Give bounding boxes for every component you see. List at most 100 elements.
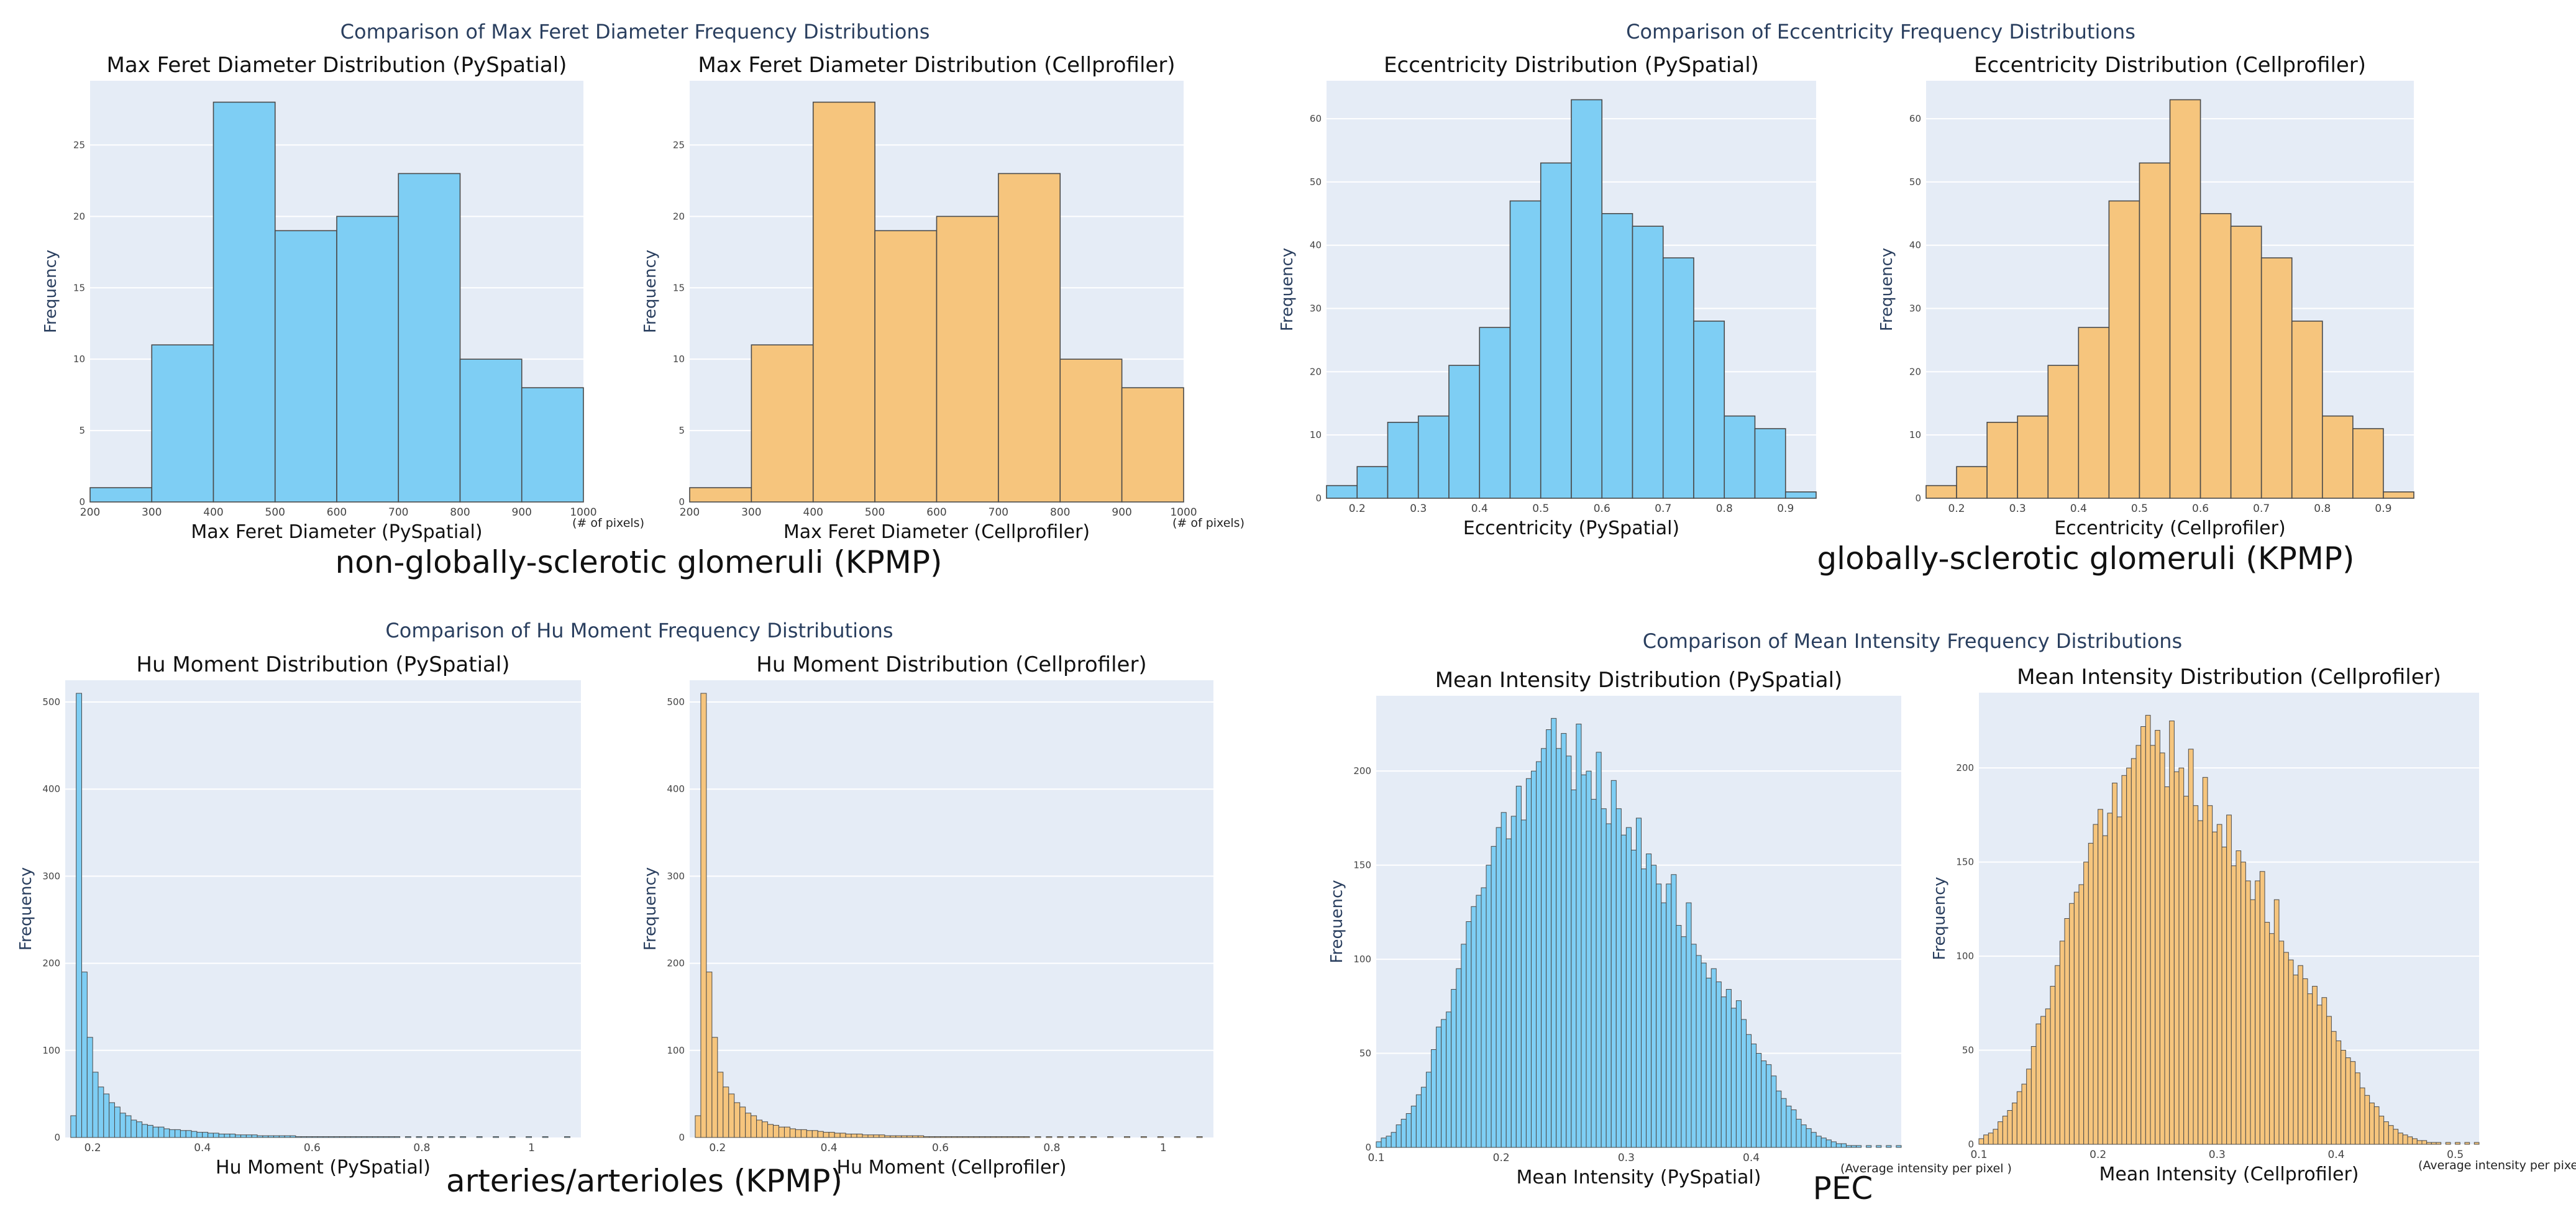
x-tick-label: 0.7: [2253, 503, 2270, 515]
histogram-bar: [2230, 226, 2262, 499]
histogram-bar: [817, 1131, 824, 1138]
histogram-bar: [1661, 902, 1667, 1148]
histogram-bar: [1431, 1049, 1437, 1148]
histogram-bar: [262, 1135, 269, 1138]
x-tick-label: 0.4: [194, 1142, 211, 1154]
histogram-bar: [2322, 415, 2354, 499]
histogram-bar: [1746, 1034, 1752, 1148]
histogram-bar: [2178, 767, 2185, 1145]
histogram-bar: [2045, 1008, 2051, 1145]
y-tick-label: 100: [1956, 950, 1974, 962]
histogram-bar: [2269, 933, 2275, 1145]
y-tick-label: 10: [1310, 429, 1322, 440]
histogram-bar: [2250, 899, 2256, 1145]
histogram-bar: [86, 1037, 93, 1138]
chart-title: Hu Moment Distribution (Cellprofiler): [756, 652, 1146, 677]
histogram-bar: [1820, 1137, 1827, 1148]
histogram-bar: [1601, 808, 1607, 1148]
y-tick-label: 100: [1353, 954, 1371, 965]
x-tick-label: 0.8: [1043, 1142, 1060, 1154]
histogram-bar: [1591, 799, 1597, 1148]
histogram-bar: [1500, 812, 1507, 1148]
histogram-bar: [800, 1129, 807, 1138]
histogram-bar: [109, 1102, 115, 1138]
histogram-bar: [1620, 834, 1627, 1148]
x-tick-label: 0.6: [2192, 503, 2209, 515]
histogram-bar: [823, 1132, 829, 1138]
histogram-bar: [2102, 835, 2108, 1145]
histogram-bar: [70, 1115, 77, 1138]
histogram-bar: [1646, 853, 1652, 1148]
histogram-bar: [130, 1119, 137, 1138]
x-tick-label: 1: [1160, 1142, 1167, 1154]
histogram-bar: [521, 387, 584, 503]
histogram-bar: [1796, 1119, 1802, 1148]
axis-unit-note: (Average intensity per pixel ): [1840, 1162, 2012, 1175]
histogram-bar: [175, 1129, 181, 1138]
y-axis-label: Frequency: [641, 867, 660, 950]
histogram-bar: [862, 1134, 869, 1138]
histogram-bar: [828, 1132, 835, 1138]
y-tick-label: 400: [42, 783, 60, 795]
y-tick-label: 30: [1310, 303, 1322, 314]
histogram-bar: [180, 1130, 186, 1138]
histogram-bar: [2183, 796, 2189, 1145]
y-tick-label: 0: [1968, 1139, 1974, 1150]
x-tick-label: 0.4: [2327, 1149, 2344, 1161]
histogram-bar: [1596, 752, 1602, 1148]
y-tick-label: 15: [673, 282, 685, 293]
x-tick-label: 0.3: [2209, 1149, 2226, 1161]
histogram-bar: [2169, 99, 2201, 499]
histogram-bar: [1816, 1136, 1822, 1148]
x-axis-label: Mean Intensity (PySpatial): [1517, 1167, 1761, 1188]
histogram-bar: [2135, 745, 2142, 1145]
histogram-bar: [278, 1135, 285, 1138]
histogram-bar: [2312, 986, 2318, 1145]
histogram-bar: [1766, 1064, 1772, 1148]
histogram-bar: [795, 1129, 802, 1138]
histogram-bar: [2436, 1142, 2442, 1145]
histogram-bar: [152, 1126, 159, 1138]
histogram-bar: [1791, 1109, 1797, 1148]
histogram-bar: [1656, 883, 1662, 1148]
histogram-bar: [1456, 968, 1462, 1148]
histogram-bar: [689, 487, 752, 503]
histogram-bar: [2388, 1125, 2394, 1145]
histogram-bar: [2112, 782, 2117, 1145]
histogram-bar: [1693, 321, 1725, 499]
histogram-bar: [1681, 936, 1687, 1148]
histogram-bar: [1811, 1132, 1817, 1148]
histogram-bar: [2426, 1142, 2432, 1145]
histogram-bar: [2059, 941, 2065, 1145]
histogram-bar: [2331, 1031, 2337, 1145]
plot-area: [690, 680, 1213, 1137]
y-tick-label: 150: [1353, 860, 1371, 871]
histogram-bar: [1436, 1026, 1442, 1148]
y-tick-label: 50: [1909, 176, 1921, 188]
y-tick-label: 40: [1310, 240, 1322, 251]
histogram-bar: [1845, 1145, 1852, 1148]
x-tick-label: 0.2: [1349, 503, 1366, 515]
x-tick-label: 400: [203, 506, 223, 519]
histogram-bar: [1635, 818, 1642, 1148]
y-tick-label: 25: [673, 139, 685, 150]
histogram-bar: [1520, 819, 1527, 1148]
histogram-bar: [1761, 1060, 1767, 1148]
chart-title: Mean Intensity Distribution (PySpatial): [1435, 668, 1843, 693]
histogram-bar: [1525, 778, 1532, 1148]
histogram-bar: [1391, 1132, 1397, 1148]
histogram-bar: [1417, 415, 1450, 499]
x-tick-label: 0.3: [2009, 503, 2026, 515]
group-title-feret: Comparison of Max Feret Diameter Frequen…: [340, 20, 930, 43]
x-tick-label: 800: [1050, 506, 1070, 519]
y-axis-label: Frequency: [1278, 248, 1297, 331]
histogram-bar: [2341, 1050, 2346, 1145]
histogram-bar: [1806, 1128, 1812, 1148]
histogram-bar: [1730, 1008, 1737, 1148]
histogram-bar: [2369, 1102, 2375, 1145]
histogram-bar: [2464, 1142, 2470, 1145]
caption-mean-intensity: PEC: [1812, 1170, 1873, 1206]
histogram-bar: [706, 972, 713, 1138]
histogram-bar: [114, 1106, 121, 1138]
x-tick-label: 400: [803, 506, 823, 519]
